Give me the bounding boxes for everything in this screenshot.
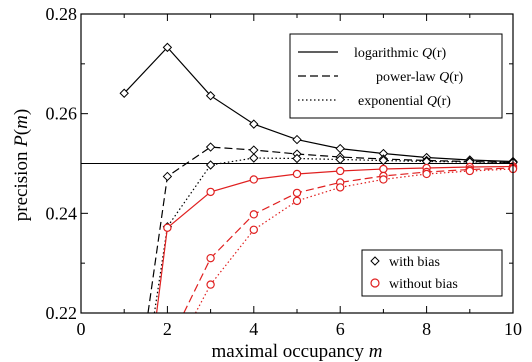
x-tick-label: 0 <box>77 319 86 339</box>
data-point-diamond <box>249 145 259 155</box>
x-tick-label: 8 <box>422 319 431 339</box>
series-line-2 <box>153 157 513 313</box>
data-point-circle <box>292 196 302 206</box>
legend-diamond-marker <box>370 256 380 266</box>
data-point-diamond <box>119 88 129 98</box>
data-point-diamond <box>292 134 302 145</box>
series-line-1 <box>147 146 513 313</box>
legend-label-with-bias: with bias <box>389 255 440 270</box>
series-layer <box>123 46 513 313</box>
marker-layer <box>119 42 518 289</box>
data-point-diamond <box>292 153 302 164</box>
x-tick-label: 10 <box>504 319 522 339</box>
tick-layer: 0 2 4 6 8 10 0.22 0.24 0.26 0.28 <box>46 4 523 339</box>
legend-line-styles: logarithmic Q(r) power-law Q(r) exponent… <box>289 33 503 119</box>
data-point-diamond <box>249 119 259 129</box>
x-axis-label: maximal occupancy m <box>212 341 383 362</box>
data-point-circle <box>422 169 431 179</box>
legend-label-without-bias: without bias <box>389 277 458 292</box>
series-line-3 <box>156 165 513 313</box>
legend-label-exponential: exponential Q(r) <box>358 94 451 109</box>
data-point-circle <box>292 169 302 179</box>
data-point-circle <box>465 166 474 176</box>
data-point-diamond <box>205 142 216 152</box>
series-line-0 <box>123 46 513 163</box>
data-point-diamond <box>378 155 389 166</box>
data-point-circle <box>206 280 215 289</box>
x-tick-label: 4 <box>249 319 258 339</box>
x-tick-label: 2 <box>163 319 172 339</box>
data-point-circle <box>379 175 388 184</box>
y-tick-label: 0.26 <box>46 104 78 124</box>
data-point-diamond <box>162 42 173 53</box>
data-point-circle <box>336 183 345 192</box>
y-axis-label: precision P(m) <box>11 109 32 221</box>
legend-markers-box <box>361 249 503 297</box>
data-point-diamond <box>162 171 173 182</box>
series-line-4 <box>183 167 513 313</box>
legend-circle-marker <box>370 278 380 288</box>
data-point-diamond <box>335 143 345 154</box>
data-point-diamond <box>249 153 259 163</box>
data-point-circle <box>163 223 172 232</box>
x-tick-label: 6 <box>336 319 345 339</box>
legend-label-power-law: power-law Q(r) <box>376 70 464 85</box>
data-point-diamond <box>205 91 216 101</box>
data-point-circle <box>249 225 258 234</box>
data-point-circle <box>336 166 345 176</box>
data-point-circle <box>206 253 215 263</box>
legend-label-logarithmic: logarithmic Q(r) <box>354 46 446 61</box>
data-point-circle <box>206 187 215 197</box>
data-point-circle <box>379 164 388 174</box>
data-point-circle <box>292 188 302 198</box>
data-point-circle <box>249 175 258 184</box>
y-tick-label: 0.28 <box>46 4 78 24</box>
legend-markers: with bias without bias <box>361 249 503 297</box>
data-point-diamond <box>205 160 216 170</box>
y-tick-label: 0.24 <box>46 203 78 223</box>
y-tick-label: 0.22 <box>46 303 78 323</box>
data-point-circle <box>249 210 258 219</box>
data-point-diamond <box>335 154 345 165</box>
